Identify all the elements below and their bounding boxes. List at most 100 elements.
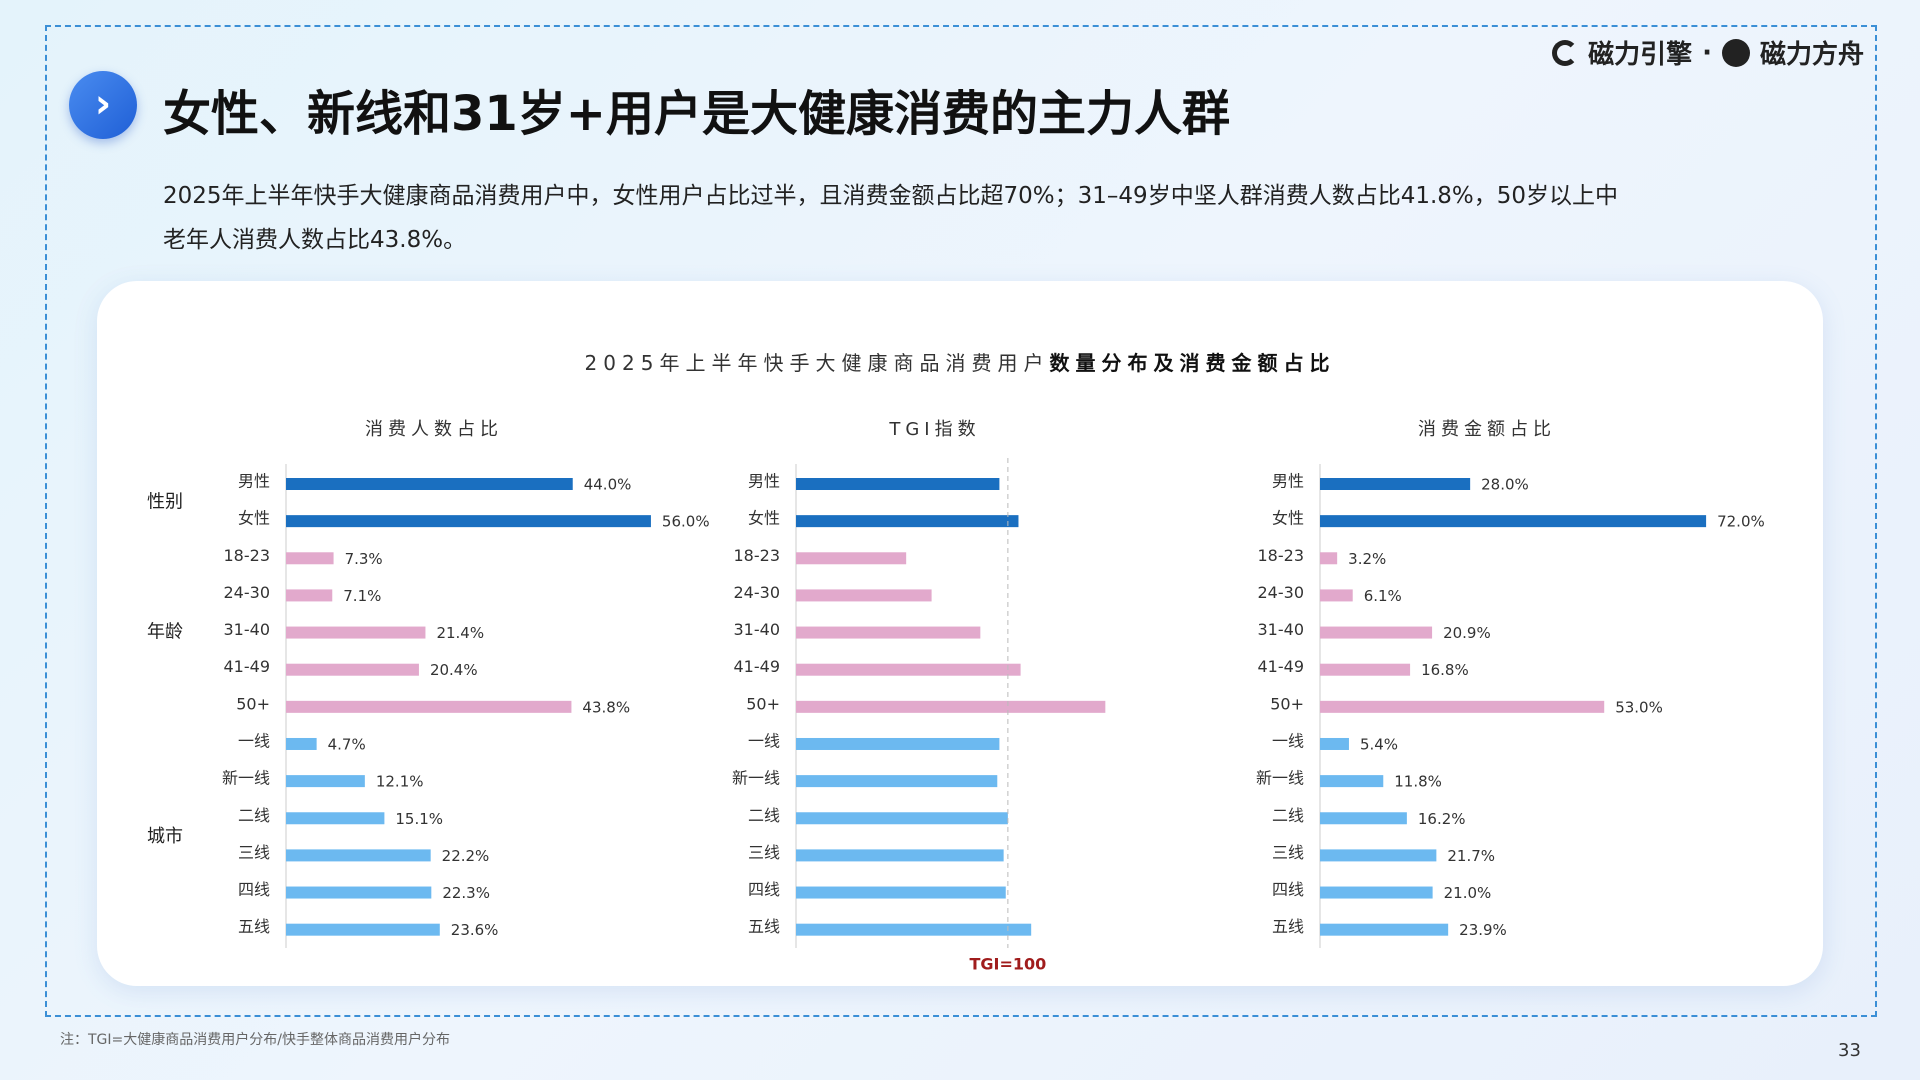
bar [796,663,1021,676]
category-label: 24-30 [734,583,781,602]
bar [1320,478,1471,490]
bar [796,775,998,788]
value-label: 3.2% [1348,550,1386,568]
category-label: 一线 [748,731,780,750]
bar [1320,775,1384,788]
logo-separator: · [1702,37,1712,68]
title-icon: › [69,71,137,139]
value-label: 23.6% [451,921,499,939]
bar [796,626,981,639]
bar [286,812,385,825]
value-label: 15.1% [395,810,443,828]
value-label: 4.7% [328,735,366,753]
logo: 磁力引擎 · 磁力方舟 [1552,34,1864,71]
value-label: 53.0% [1615,698,1663,716]
category-label: 31-40 [224,620,271,639]
category-label: 41-49 [224,657,271,676]
bar [1320,812,1407,825]
category-label: 三线 [238,843,270,862]
bar [1320,552,1338,565]
bar [796,812,1008,825]
category-label: 五线 [1272,917,1304,936]
logo-right: 磁力方舟 [1759,40,1864,70]
value-label: 5.4% [1360,735,1398,753]
chart-title: 消费人数占比 [365,419,503,440]
logo-icon [1721,38,1750,67]
bar [1320,589,1353,602]
card-title-text: 2025年上半年快手大健康商品消费用户 [584,351,1050,375]
bar [286,626,426,639]
bar [1320,886,1433,899]
value-label: 21.7% [1447,847,1495,865]
bar [286,589,333,602]
chart-title: TGI指数 [888,419,980,440]
category-label: 50+ [746,694,780,713]
bar [286,478,573,490]
bar [796,886,1006,899]
category-label: 18-23 [734,546,781,565]
bar [1320,663,1411,676]
logo-icon [1552,39,1579,66]
value-label: 7.3% [345,550,383,568]
bar [796,923,1032,936]
value-label: 6.1% [1364,587,1402,605]
group-label: 年龄 [147,622,183,643]
category-label: 女性 [748,509,780,528]
category-label: 男性 [238,472,270,491]
subtitle: 2025年上半年快手大健康商品消费用户中，女性用户占比过半，且消费金额占比超70… [163,183,1619,253]
bar [796,849,1004,862]
bar [796,478,1000,490]
category-label: 一线 [238,731,270,750]
category-label: 四线 [1272,880,1304,899]
category-label: 二线 [748,806,780,825]
bar [1320,737,1349,750]
bar [286,552,334,565]
bar [286,700,572,713]
group-label: 性别 [147,492,183,513]
category-label: 三线 [1272,843,1304,862]
category-label: 31-40 [1258,620,1305,639]
value-label: 72.0% [1717,513,1765,531]
bar [286,849,431,862]
bar [286,663,419,676]
bar [1320,626,1433,639]
category-label: 男性 [1272,472,1304,491]
bar [286,775,365,788]
bar [286,923,440,936]
card-title-bold: 数量分布及消费金额占比 [1049,351,1336,375]
bar [796,515,1019,528]
value-label: 20.4% [430,661,478,679]
bar [796,552,907,565]
category-label: 男性 [748,472,780,491]
value-label: 11.8% [1394,773,1442,791]
bar [796,589,932,602]
frame [45,25,1877,1017]
category-label: 五线 [748,917,780,936]
logo-left: 磁力引擎 [1588,40,1693,70]
bar [286,737,317,750]
category-label: 新一线 [222,769,270,788]
value-label: 56.0% [662,513,710,531]
value-label: 22.3% [442,884,490,902]
category-label: 二线 [1272,806,1304,825]
bar [1320,700,1605,713]
value-label: 16.2% [1418,810,1466,828]
value-label: 16.8% [1421,661,1469,679]
category-label: 50+ [236,694,270,713]
category-label: 女性 [238,509,270,528]
category-label: 41-49 [1258,657,1305,676]
category-label: 四线 [238,880,270,899]
category-label: 新一线 [732,769,780,788]
category-label: 31-40 [734,620,781,639]
bar [286,515,651,528]
category-label: 41-49 [734,657,781,676]
bar [1320,515,1707,528]
page-number: 33 [1838,1040,1861,1061]
value-label: 22.2% [442,847,490,865]
category-label: 18-23 [224,546,271,565]
value-label: 21.4% [436,624,484,642]
group-label: 城市 [147,826,183,847]
category-label: 一线 [1272,731,1304,750]
